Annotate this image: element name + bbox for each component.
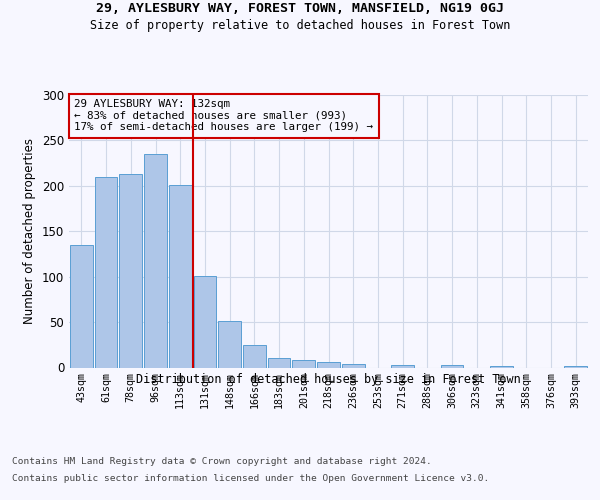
Bar	[95, 177, 118, 368]
Bar	[194, 276, 216, 368]
Bar	[119, 174, 142, 368]
Y-axis label: Number of detached properties: Number of detached properties	[23, 138, 37, 324]
Text: Size of property relative to detached houses in Forest Town: Size of property relative to detached ho…	[90, 19, 510, 32]
Bar	[268, 358, 290, 368]
Text: Contains HM Land Registry data © Crown copyright and database right 2024.: Contains HM Land Registry data © Crown c…	[12, 458, 432, 466]
Text: 29, AYLESBURY WAY, FOREST TOWN, MANSFIELD, NG19 0GJ: 29, AYLESBURY WAY, FOREST TOWN, MANSFIEL…	[96, 2, 504, 16]
Text: Distribution of detached houses by size in Forest Town: Distribution of detached houses by size …	[136, 372, 521, 386]
Bar	[70, 245, 93, 368]
Bar	[342, 364, 365, 368]
Bar	[317, 362, 340, 368]
Bar	[292, 360, 315, 368]
Bar	[243, 345, 266, 368]
Bar	[169, 185, 191, 368]
Bar	[218, 321, 241, 368]
Bar	[441, 365, 463, 368]
Bar	[144, 154, 167, 368]
Bar	[391, 365, 414, 368]
Bar	[490, 366, 513, 368]
Bar	[564, 366, 587, 368]
Text: Contains public sector information licensed under the Open Government Licence v3: Contains public sector information licen…	[12, 474, 489, 483]
Text: 29 AYLESBURY WAY: 132sqm
← 83% of detached houses are smaller (993)
17% of semi-: 29 AYLESBURY WAY: 132sqm ← 83% of detach…	[74, 99, 373, 132]
